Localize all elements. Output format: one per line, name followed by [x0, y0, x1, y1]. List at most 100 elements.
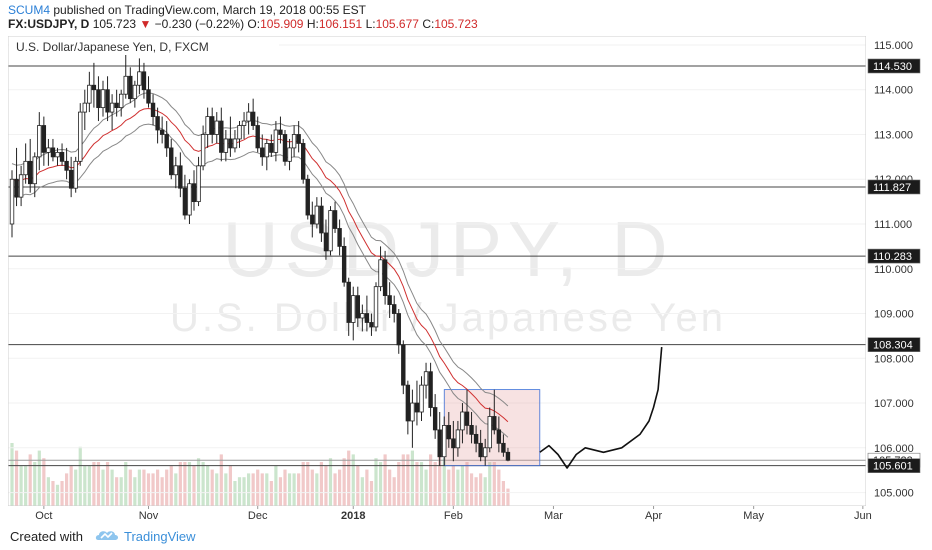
candle-body [264, 143, 269, 158]
candle-body [191, 183, 197, 203]
candle-body [355, 295, 360, 319]
chart-area[interactable]: USDJPY, D U.S. Dollar / Japanese Yen U.S… [8, 36, 932, 522]
volume-bar [233, 481, 237, 506]
volume-bar [374, 458, 378, 506]
volume-bar [24, 465, 28, 506]
candle-body [123, 75, 128, 95]
volume-bar [328, 458, 333, 506]
volume-bar [228, 465, 232, 506]
candle-body [9, 178, 15, 225]
time-axis[interactable]: Oct Nov Dec 2018 Feb Mar Apr May Jun [8, 506, 872, 522]
volume-bar [83, 465, 87, 506]
close-value: 105.723 [434, 17, 478, 31]
candle-body [114, 102, 119, 109]
y-tick-label: 109.000 [874, 309, 914, 321]
candle-body [255, 125, 260, 149]
volume-bar [406, 454, 410, 506]
candle-body [23, 160, 28, 176]
high-value: 106.151 [318, 17, 363, 31]
author-link[interactable]: SCUM4 [8, 3, 51, 17]
high-label: H: [306, 17, 319, 31]
volume-bar [297, 473, 301, 506]
candle-body [451, 438, 456, 449]
price-axis[interactable]: 105.000 106.000 107.000 108.000 109.000 110.0… [866, 36, 932, 522]
volume-bar [356, 465, 360, 506]
candle-body [250, 111, 256, 126]
volume-bar [65, 473, 69, 506]
price-chart[interactable]: USDJPY, D U.S. Dollar / Japanese Yen U.S… [8, 36, 932, 522]
candle-body [319, 205, 324, 234]
x-tick-label: Dec [248, 510, 268, 522]
volume-bar [187, 462, 192, 506]
volume-bar [19, 465, 23, 506]
ema-lower-band [11, 123, 509, 438]
candle-body [164, 134, 169, 149]
candle-body [414, 402, 420, 413]
candle-body [478, 442, 483, 458]
volume-bar [265, 473, 269, 506]
candle-body [278, 129, 283, 135]
volume-bar [419, 462, 424, 506]
candle-body [100, 89, 106, 109]
volume-bar [319, 462, 323, 506]
candle-body [59, 151, 65, 162]
candle-body [260, 147, 265, 158]
candle-body [310, 214, 315, 225]
volume-bar [283, 469, 287, 506]
volume-bar [301, 462, 305, 506]
candle-body [109, 102, 115, 113]
candle-body [446, 425, 451, 440]
volume-bar [74, 469, 78, 506]
footer-bar: Created with TradingView [0, 522, 932, 550]
volume-bar [165, 469, 169, 506]
candle-body [428, 371, 433, 408]
volume-bar [501, 481, 505, 506]
volume-bar [251, 473, 255, 506]
volume-bar [33, 462, 37, 506]
tradingview-logo-text[interactable]: TradingView [124, 529, 196, 544]
volume-bar [292, 473, 296, 506]
volume-bar [506, 488, 510, 506]
candle-body [432, 407, 438, 431]
y-tick-label: 108.000 [874, 353, 914, 365]
candle-body [351, 295, 356, 323]
volume-bar [237, 477, 242, 506]
candle-body [300, 143, 306, 180]
price-axis-background [866, 36, 932, 522]
time-axis-background [8, 506, 866, 522]
volume-bar [160, 477, 164, 506]
candle-body [442, 425, 447, 458]
chart-header: SCUM4 published on TradingView.com, Marc… [0, 0, 932, 34]
candle-body [291, 134, 297, 149]
volume-bar [28, 454, 32, 506]
y-tick-label: 114.000 [874, 85, 913, 97]
candle-body [91, 84, 97, 91]
volume-bar [469, 473, 474, 506]
price-change: −0.230 (−0.22%) [154, 17, 245, 31]
volume-bar [119, 477, 123, 506]
price-level-label: 105.601 [873, 461, 913, 473]
open-value: 105.909 [260, 17, 304, 31]
volume-bar [196, 458, 201, 506]
volume-bar [351, 454, 355, 506]
publish-line: SCUM4 published on TradingView.com, Marc… [8, 3, 366, 17]
volume-bar [360, 477, 364, 506]
volume-bar [460, 465, 465, 506]
candle-body [105, 89, 110, 113]
symbol-label: FX:USDJPY, D [8, 17, 90, 31]
title-backdrop [9, 37, 279, 55]
price-level-tag [867, 179, 921, 195]
candle-body [382, 259, 388, 297]
y-tick-label: 106.000 [874, 443, 914, 455]
volume-bar [392, 477, 396, 506]
candle-body [228, 138, 233, 149]
tradingview-cloud-icon [95, 531, 118, 540]
candle-body [455, 429, 461, 449]
volume-bar [447, 469, 451, 506]
watermark-description: U.S. Dollar / Japanese Yen [170, 296, 726, 340]
volume-bar [479, 473, 483, 506]
candle-body [332, 210, 338, 229]
volume-bar [174, 473, 178, 506]
candle-body [64, 160, 69, 171]
volume-bar [274, 465, 278, 506]
